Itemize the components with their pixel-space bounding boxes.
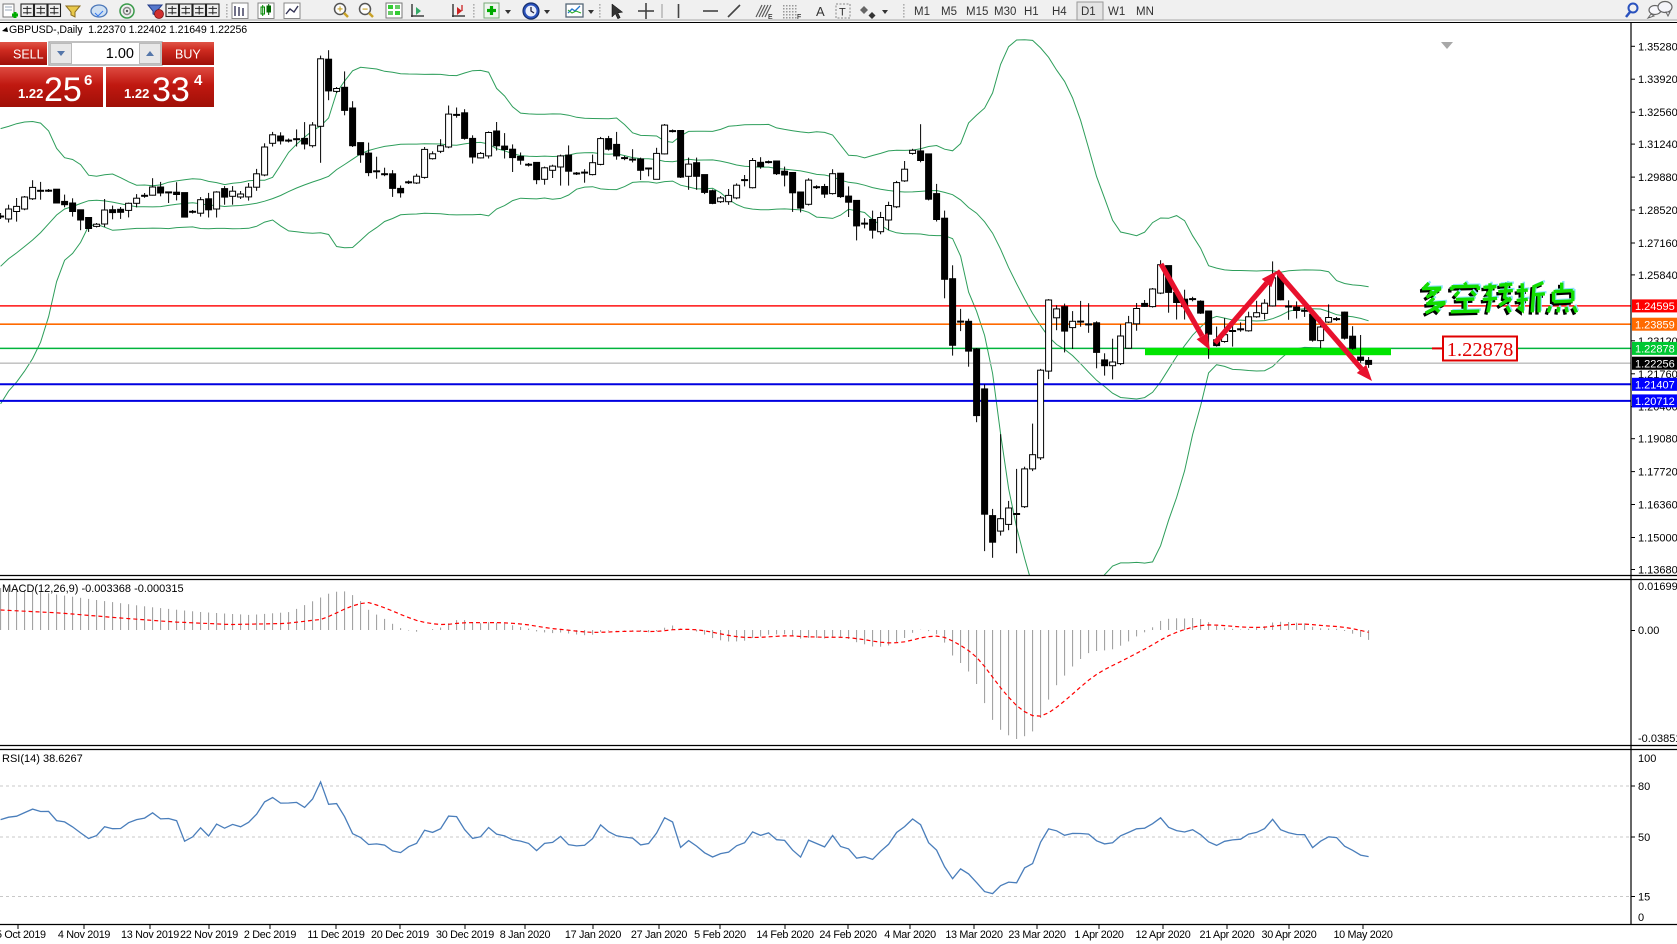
- svg-text:1.20712: 1.20712: [1635, 396, 1675, 408]
- svg-text:22 Nov 2019: 22 Nov 2019: [180, 929, 238, 941]
- svg-text:15: 15: [1638, 892, 1650, 904]
- svg-text:2 Dec 2019: 2 Dec 2019: [244, 929, 297, 941]
- svg-text:MACD(12,26,9) -0.003368 -0.000: MACD(12,26,9) -0.003368 -0.000315: [2, 583, 184, 595]
- svg-text:1.17720: 1.17720: [1638, 467, 1677, 479]
- svg-text:1.27160: 1.27160: [1638, 238, 1677, 250]
- svg-text:1.22878: 1.22878: [1447, 339, 1514, 361]
- svg-text:W1: W1: [1108, 6, 1125, 18]
- svg-text:14 Feb 2020: 14 Feb 2020: [756, 929, 814, 941]
- svg-text:25 Oct 2019: 25 Oct 2019: [0, 929, 46, 941]
- svg-text:1.22256: 1.22256: [1635, 358, 1675, 370]
- svg-text:1.13680: 1.13680: [1638, 565, 1677, 577]
- svg-text:24 Feb 2020: 24 Feb 2020: [819, 929, 877, 941]
- svg-text:1.15000: 1.15000: [1638, 533, 1677, 545]
- svg-text:1.21407: 1.21407: [1635, 380, 1675, 392]
- svg-text:21 Apr 2020: 21 Apr 2020: [1200, 929, 1255, 941]
- svg-text:8 Jan 2020: 8 Jan 2020: [500, 929, 551, 941]
- svg-text:27 Jan 2020: 27 Jan 2020: [631, 929, 687, 941]
- svg-text:D1: D1: [1081, 6, 1096, 18]
- svg-text:33: 33: [152, 71, 190, 109]
- svg-text:MN: MN: [1136, 6, 1154, 18]
- svg-text:+: +: [337, 5, 343, 16]
- svg-text:17 Jan 2020: 17 Jan 2020: [565, 929, 621, 941]
- svg-text:4 Mar 2020: 4 Mar 2020: [884, 929, 936, 941]
- svg-text:6: 6: [84, 72, 92, 89]
- svg-text:M5: M5: [941, 6, 957, 18]
- svg-text:0.00: 0.00: [1638, 625, 1659, 637]
- svg-text:1 Apr 2020: 1 Apr 2020: [1074, 929, 1124, 941]
- svg-text:M30: M30: [994, 6, 1016, 18]
- svg-text:1.35280: 1.35280: [1638, 41, 1677, 53]
- svg-text:1.33920: 1.33920: [1638, 74, 1677, 86]
- svg-text:1.25840: 1.25840: [1638, 270, 1677, 282]
- svg-text:0.016994: 0.016994: [1638, 581, 1677, 593]
- svg-text:5 Feb 2020: 5 Feb 2020: [694, 929, 746, 941]
- svg-text:T: T: [839, 7, 846, 19]
- svg-text:A: A: [816, 4, 825, 19]
- svg-text:11 Dec 2019: 11 Dec 2019: [307, 929, 364, 941]
- svg-text:4: 4: [194, 72, 203, 89]
- svg-text:H4: H4: [1052, 6, 1067, 18]
- svg-text:H1: H1: [1024, 6, 1039, 18]
- svg-text:1.23859: 1.23859: [1635, 319, 1675, 331]
- svg-text:1.28520: 1.28520: [1638, 205, 1677, 217]
- svg-text:1.19080: 1.19080: [1638, 434, 1677, 446]
- svg-text:-0.038519: -0.038519: [1638, 733, 1677, 745]
- svg-text:SELL: SELL: [13, 48, 44, 62]
- svg-text:1.22: 1.22: [18, 86, 43, 101]
- svg-text:F: F: [797, 14, 801, 21]
- svg-text:1.32560: 1.32560: [1638, 107, 1677, 119]
- svg-text:1.16360: 1.16360: [1638, 500, 1677, 512]
- svg-text:30 Dec 2019: 30 Dec 2019: [436, 929, 494, 941]
- svg-text:BUY: BUY: [175, 48, 201, 62]
- svg-text:25: 25: [44, 71, 82, 109]
- svg-text:12 Apr 2020: 12 Apr 2020: [1136, 929, 1191, 941]
- svg-text:1.22878: 1.22878: [1635, 344, 1675, 356]
- svg-text:1.24595: 1.24595: [1635, 301, 1675, 313]
- svg-text:1.22: 1.22: [124, 86, 149, 101]
- svg-text:RSI(14) 38.6267: RSI(14) 38.6267: [2, 753, 83, 765]
- svg-text:13 Nov 2019: 13 Nov 2019: [121, 929, 179, 941]
- svg-text:10 May 2020: 10 May 2020: [1333, 929, 1392, 941]
- svg-text:−: −: [362, 5, 368, 16]
- svg-text:GBPUSD-,Daily 1.22370 1.22402: GBPUSD-,Daily 1.22370 1.22402 1.21649 1.…: [9, 24, 247, 36]
- svg-text:20 Dec 2019: 20 Dec 2019: [371, 929, 429, 941]
- svg-text:E: E: [768, 14, 773, 21]
- svg-text:1.00: 1.00: [106, 46, 134, 62]
- svg-text:0: 0: [1638, 912, 1644, 924]
- svg-text:13 Mar 2020: 13 Mar 2020: [945, 929, 1003, 941]
- svg-text:1.29880: 1.29880: [1638, 172, 1677, 184]
- svg-text:M15: M15: [966, 6, 988, 18]
- svg-text:80: 80: [1638, 781, 1650, 793]
- svg-text:50: 50: [1638, 832, 1650, 844]
- svg-text:100: 100: [1638, 753, 1656, 765]
- svg-text:1.31240: 1.31240: [1638, 139, 1677, 151]
- svg-text:4 Nov 2019: 4 Nov 2019: [58, 929, 111, 941]
- svg-text:M1: M1: [914, 6, 930, 18]
- svg-text:30 Apr 2020: 30 Apr 2020: [1262, 929, 1317, 941]
- svg-text:23 Mar 2020: 23 Mar 2020: [1008, 929, 1066, 941]
